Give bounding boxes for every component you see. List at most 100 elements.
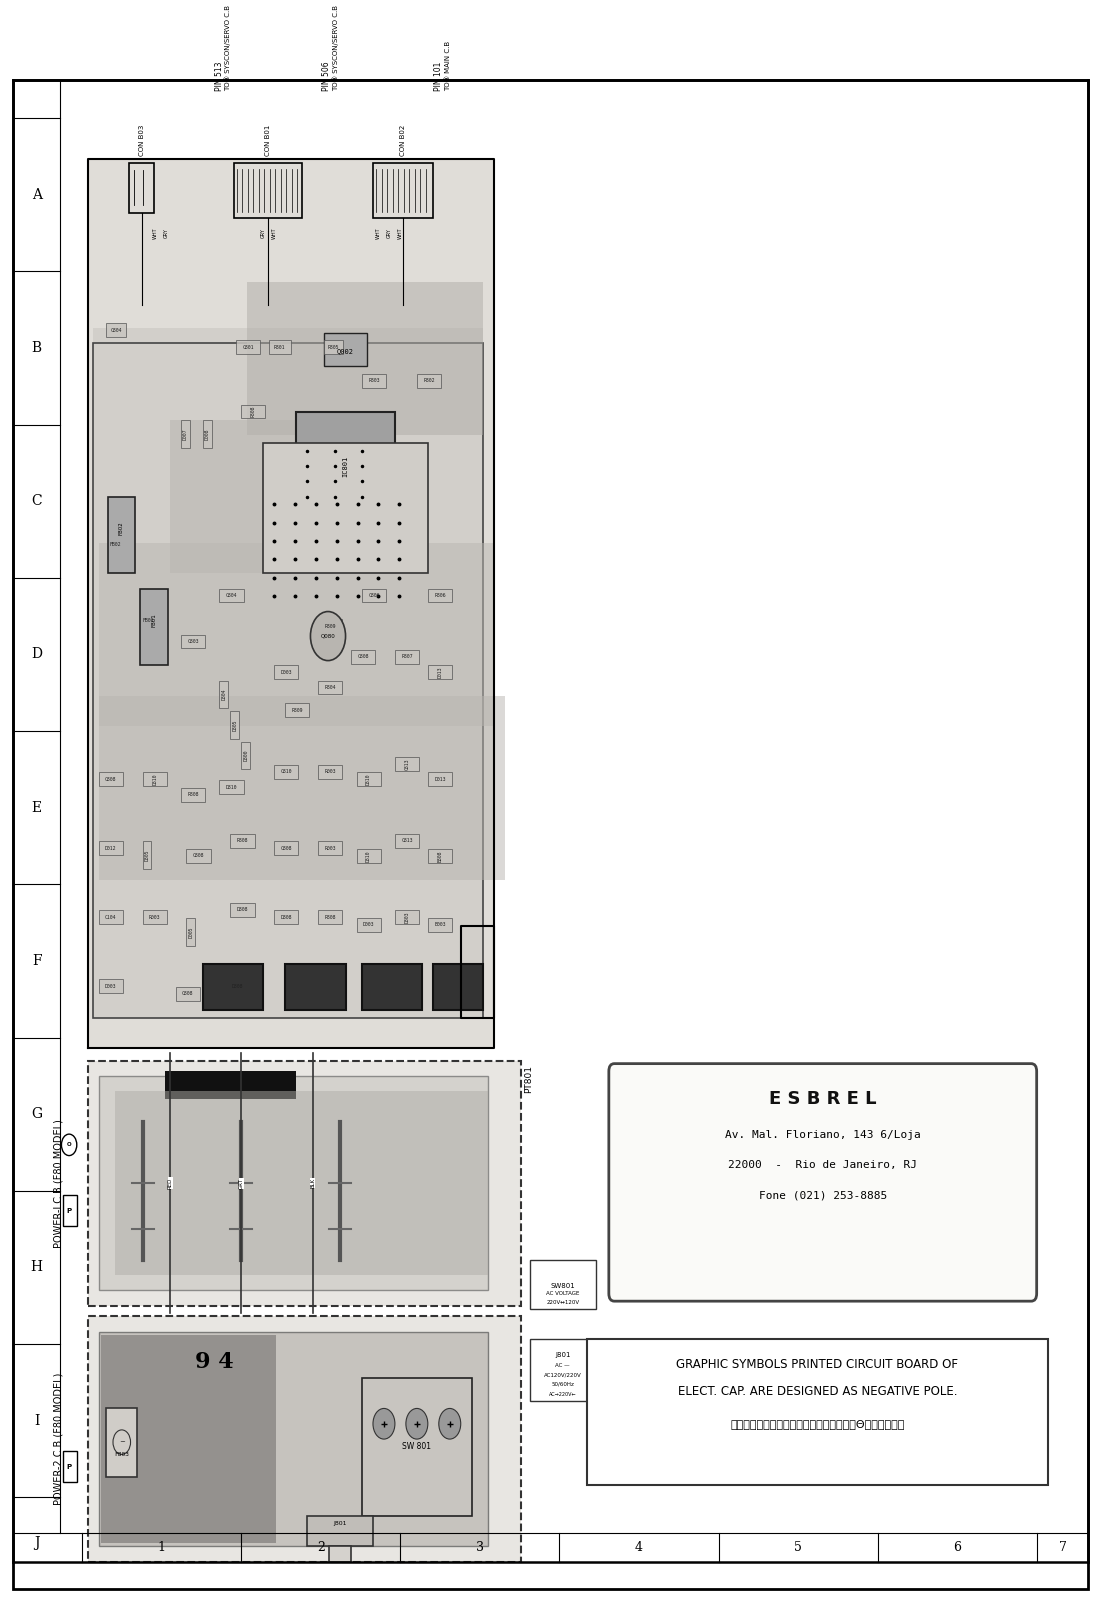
Text: GRY: GRY [165,229,169,238]
Bar [181,787,205,802]
Text: 3: 3 [476,1541,484,1554]
Text: AC→220V←: AC→220V← [548,1392,577,1397]
Text: CON B01: CON B01 [264,125,271,157]
Text: PIN 513: PIN 513 [215,61,224,91]
Text: I: I [34,1414,39,1427]
Bar [115,1091,488,1275]
Text: SW 801: SW 801 [403,1442,431,1451]
Text: D013: D013 [438,666,442,678]
Text: R808: R808 [237,838,248,843]
Text: B: B [32,341,42,355]
Text: C808: C808 [281,846,292,851]
Bar [274,842,298,856]
Bar [63,1195,77,1226]
Text: Q080: Q080 [320,634,336,638]
Text: TO③ SYSCON/SERVO C.B: TO③ SYSCON/SERVO C.B [225,5,231,91]
Text: R804: R804 [325,685,336,690]
Text: C813: C813 [402,838,412,843]
Text: FB01: FB01 [143,618,154,624]
Text: 4: 4 [635,1541,643,1554]
Bar [219,680,228,709]
Bar [269,341,291,354]
Bar [143,773,167,786]
Text: TO③ SYSCON/SERVO C.B: TO③ SYSCON/SERVO C.B [332,5,339,91]
Circle shape [439,1408,461,1438]
Text: R801: R801 [274,344,285,350]
Text: D810: D810 [226,784,237,789]
Text: B003: B003 [434,923,445,928]
Bar [357,918,381,931]
Text: C808: C808 [358,654,369,659]
Bar [99,910,123,925]
Bar [108,496,135,573]
Text: D808: D808 [237,907,248,912]
FancyBboxPatch shape [609,1064,1037,1301]
Bar [219,589,244,602]
Text: R808: R808 [188,792,199,797]
Bar [143,603,154,638]
Text: 6: 6 [953,1541,961,1554]
Bar [106,1408,137,1477]
Text: C: C [32,494,42,509]
Bar [106,323,126,338]
Bar [129,163,154,213]
Text: E: E [32,800,42,814]
Bar [93,344,483,1018]
Bar [285,704,309,717]
Bar [373,163,433,218]
Bar [143,910,167,925]
Bar [219,781,244,794]
Text: D005: D005 [189,926,193,938]
Bar [357,773,381,786]
Text: F: F [32,954,42,968]
Bar [318,842,342,856]
Text: 5: 5 [794,1541,802,1554]
Circle shape [61,1134,77,1155]
Text: D003: D003 [105,984,116,989]
Bar [362,1378,472,1515]
Bar [274,666,298,678]
Bar [433,965,483,1010]
Bar [274,765,298,779]
Bar [428,666,452,678]
Text: POWER-2 C.B (F80 MODEL): POWER-2 C.B (F80 MODEL) [53,1373,64,1506]
Text: R806: R806 [434,594,445,598]
Text: C808: C808 [193,853,204,859]
Bar [99,773,123,786]
Bar [203,965,263,1010]
Text: GRT: GRT [239,1178,244,1189]
Bar [274,910,298,925]
Bar [395,757,419,771]
Bar [395,834,419,848]
Text: R802: R802 [423,379,434,384]
Text: 22000  -  Rio de Janeiro, RJ: 22000 - Rio de Janeiro, RJ [728,1160,917,1170]
Text: FB02: FB02 [118,522,123,534]
Text: CON B02: CON B02 [400,125,406,157]
Text: R809: R809 [292,707,303,714]
Text: C808: C808 [182,992,193,997]
Bar [230,710,239,739]
Text: ~: ~ [118,1438,125,1445]
Bar [170,419,351,573]
Text: 50/60Hz: 50/60Hz [552,1381,574,1387]
Text: D800: D800 [244,750,248,762]
Text: C806: C806 [369,594,380,598]
Text: R809: R809 [325,624,336,629]
Text: B808: B808 [438,850,442,862]
Text: Fone (021) 253-8885: Fone (021) 253-8885 [759,1190,886,1202]
Bar [99,1075,488,1291]
Text: D804: D804 [222,688,226,701]
Text: D808: D808 [281,915,292,920]
Text: C804: C804 [111,328,122,333]
Bar [417,374,441,387]
Circle shape [310,611,346,661]
Text: （プリント基板内のケミコンの極性表示はΘ表示です。）: （プリント基板内のケミコンの極性表示はΘ表示です。） [731,1419,904,1429]
Text: SW801: SW801 [551,1283,575,1290]
Bar [225,979,249,994]
Text: D805: D805 [233,720,237,731]
Text: C810: C810 [281,770,292,774]
Bar [165,1072,296,1099]
Bar [318,619,342,634]
Text: D805: D805 [145,850,149,861]
Text: PIN 506: PIN 506 [323,61,331,91]
